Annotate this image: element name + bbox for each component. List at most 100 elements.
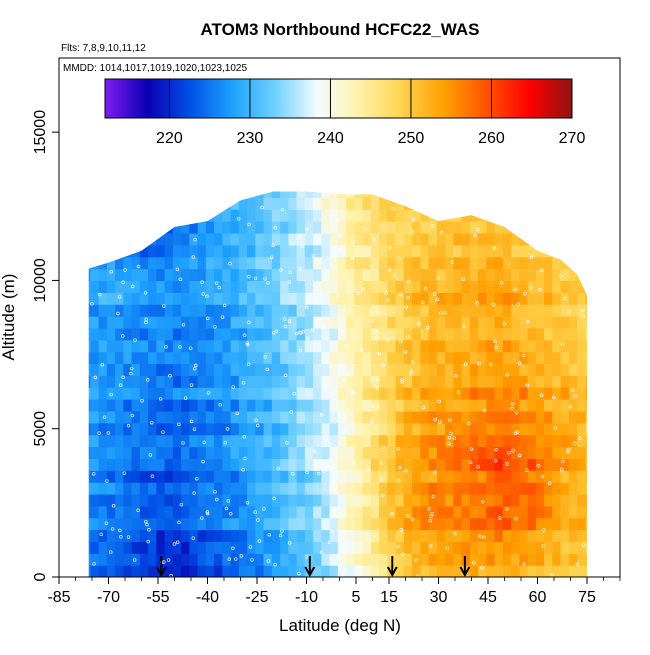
heatmap-cell [98,191,108,198]
heatmap-cell [280,244,289,258]
heatmap-cell [362,339,372,353]
heatmap-cell [544,316,553,329]
heatmap-cell [585,256,587,270]
heatmap-cell [502,529,512,543]
heatmap-cell [602,363,611,375]
sample-point [510,401,515,406]
heatmap-cell [329,221,339,234]
heatmap-cell [238,399,248,412]
heatmap-cell [519,434,529,448]
heatmap-cell [453,470,463,483]
heatmap-cell [436,422,446,436]
heatmap-cell [197,351,207,365]
heatmap-cell [271,209,281,222]
sample-point [417,321,421,326]
sample-point [242,435,247,439]
heatmap-cell [362,316,372,329]
heatmap-cell [197,209,207,222]
heatmap-cell [478,422,487,436]
heatmap-cell [395,446,405,459]
heatmap-cell [304,422,314,436]
heatmap-cell [255,316,265,329]
heatmap-cell [494,197,504,210]
heatmap-cell [214,565,223,577]
heatmap-cell [304,482,314,495]
heatmap-cell [594,447,603,459]
heatmap-cell [329,387,339,400]
heatmap-cell [90,375,100,388]
sample-point [430,224,435,228]
heatmap-cell [337,221,347,234]
heatmap-cell [230,399,240,412]
heatmap-cell [354,232,364,246]
heatmap-cell [568,304,578,317]
heatmap-cell [181,232,190,246]
heatmap-cell [403,280,413,293]
heatmap-cell [560,191,570,198]
heatmap-cell [88,256,91,270]
heatmap-cell [544,221,553,234]
heatmap-cell [527,529,537,543]
heatmap-cell [214,351,223,365]
heatmap-cell [535,339,545,353]
heatmap-cell [519,505,529,519]
heatmap-cell [585,244,587,258]
heatmap-cell [88,410,91,424]
heatmap-cell [90,280,100,293]
heatmap-cell [387,517,397,531]
heatmap-cell [280,458,289,471]
heatmap-cell [379,434,388,448]
heatmap-cell [577,553,586,566]
heatmap-cell [346,316,355,329]
heatmap-cell [527,517,537,531]
heatmap-cell [181,553,190,566]
sample-point [358,358,363,362]
heatmap-cell [346,327,355,341]
heatmap-cell [445,493,454,507]
heatmap-cell [486,505,496,519]
heatmap-cell [106,316,116,329]
sample-point [235,411,239,416]
sample-point [148,453,153,457]
heatmap-cell [156,399,166,412]
heatmap-cell [486,280,496,293]
heatmap-cell [535,470,545,483]
heatmap-cell [535,517,545,531]
heatmap-cell [420,493,430,507]
heatmap-cell [131,316,141,329]
heatmap-cell [412,232,421,246]
heatmap-cell [106,256,116,270]
heatmap-cell [288,244,298,258]
heatmap-cell [288,363,298,376]
sample-point [498,516,502,520]
heatmap-cell [321,482,331,495]
heatmap-cell [115,316,124,329]
heatmap-cell [594,458,603,470]
heatmap-cell [214,493,223,507]
heatmap-cell [370,565,380,577]
sample-point [425,325,430,330]
heatmap-cell [106,197,116,210]
heatmap-cell [436,375,446,388]
sample-point [200,516,204,520]
heatmap-cell [478,505,487,519]
heatmap-cell [453,399,463,412]
heatmap-cell [98,446,108,459]
heatmap-cell [519,458,529,471]
heatmap-cell [395,529,405,543]
sample-point [191,536,195,540]
heatmap-cell [189,316,199,329]
heatmap-cell [222,316,232,329]
heatmap-cell [337,565,347,577]
heatmap-cell [156,363,166,376]
chart-title: ATOM3 Northbound HCFC22_WAS [201,20,480,39]
heatmap-cell [280,434,289,448]
sample-point [522,562,526,566]
heatmap-cell [469,256,479,270]
heatmap-cell [288,541,298,554]
heatmap-cell [214,292,223,305]
heatmap-cell [263,197,273,210]
heatmap-cell [502,232,512,246]
heatmap-cell [568,280,578,293]
heatmap-cell [478,529,487,543]
